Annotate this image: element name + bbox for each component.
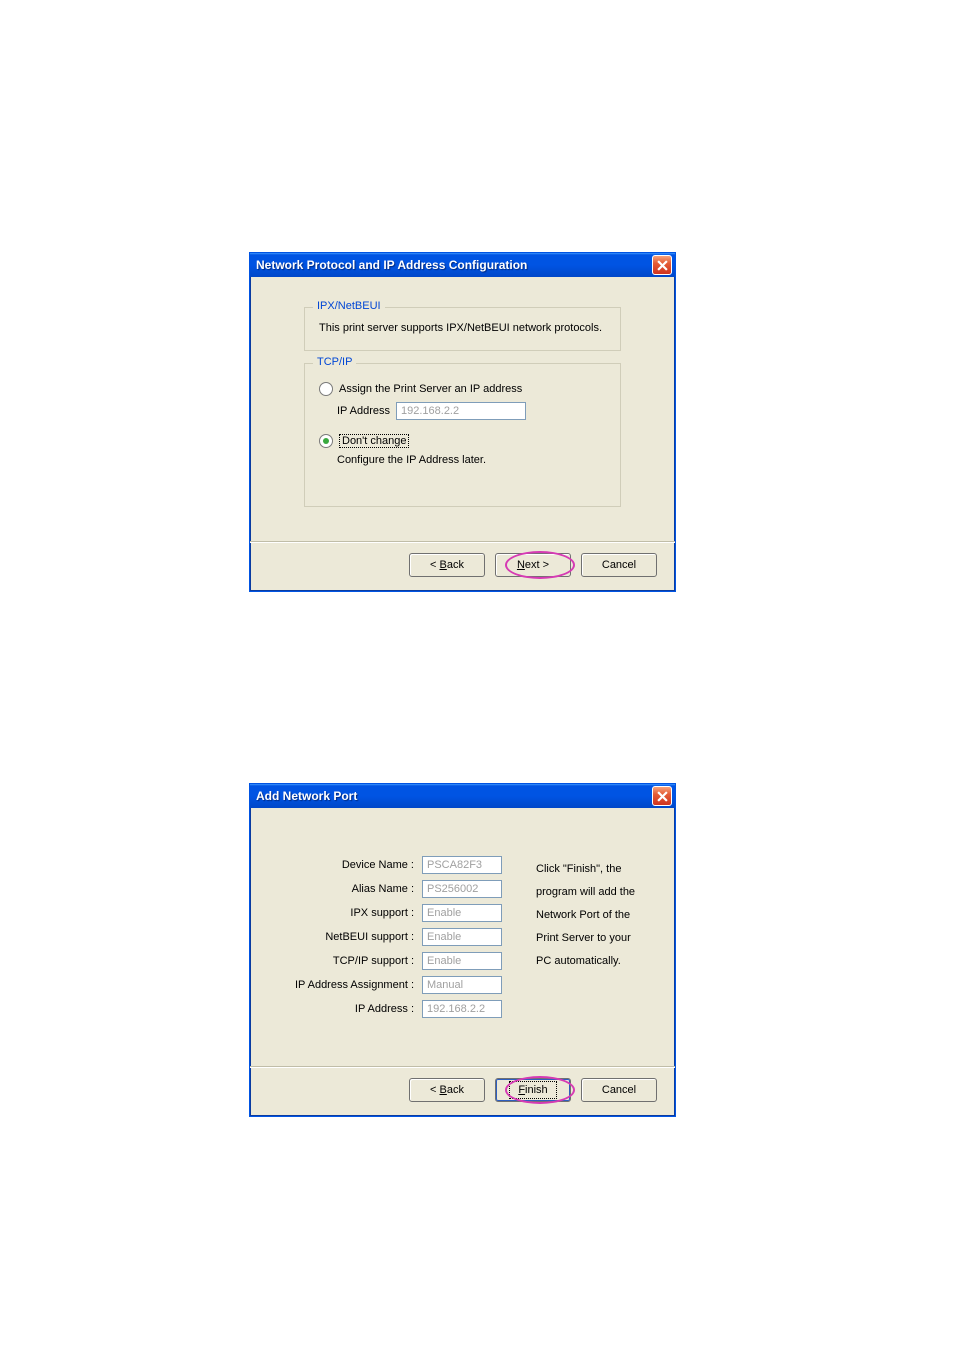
ipx-support-label: IPX support :	[268, 907, 418, 919]
device-name-field: PSCA82F3	[422, 856, 502, 874]
radio-dontchange-label: Don't change	[339, 434, 409, 448]
back-button[interactable]: < Back	[409, 1078, 485, 1102]
alias-name-field: PS256002	[422, 880, 502, 898]
dialog-network-protocol: Network Protocol and IP Address Configur…	[249, 252, 676, 592]
ipx-support-field: Enable	[422, 904, 502, 922]
back-button[interactable]: < Back	[409, 553, 485, 577]
ip-assignment-field: Manual	[422, 976, 502, 994]
separator	[250, 1066, 675, 1068]
radio-assign-ip[interactable]: Assign the Print Server an IP address	[319, 382, 606, 396]
form-columns: Device Name : PSCA82F3 Alias Name : PS25…	[268, 826, 657, 1048]
titlebar[interactable]: Network Protocol and IP Address Configur…	[250, 253, 675, 277]
ip-address-row: IP Address 192.168.2.2	[337, 402, 606, 420]
ip-address-label: IP Address :	[268, 1003, 418, 1015]
radio-assign-label: Assign the Print Server an IP address	[339, 383, 522, 395]
tcpip-support-field: Enable	[422, 952, 502, 970]
netbeui-support-label: NetBEUI support :	[268, 931, 418, 943]
form-grid: Device Name : PSCA82F3 Alias Name : PS25…	[268, 856, 512, 1018]
button-row: < Back Finish Cancel	[250, 1078, 675, 1116]
close-icon[interactable]	[652, 255, 672, 275]
close-icon[interactable]	[652, 786, 672, 806]
next-button[interactable]: Next >	[495, 553, 571, 577]
cancel-button[interactable]: Cancel	[581, 553, 657, 577]
ip-address-input[interactable]: 192.168.2.2	[396, 402, 526, 420]
dialog-body: IPX/NetBEUI This print server supports I…	[250, 277, 675, 527]
radio-dont-change[interactable]: Don't change	[319, 434, 606, 448]
separator	[250, 541, 675, 543]
info-text: Click "Finish", the program will add the…	[536, 856, 637, 1018]
ip-address-field: 192.168.2.2	[422, 1000, 502, 1018]
dontchange-sub: Configure the IP Address later.	[337, 454, 606, 466]
finish-button[interactable]: Finish	[495, 1078, 571, 1102]
radio-icon	[319, 382, 333, 396]
window-title: Add Network Port	[256, 789, 357, 803]
button-row: < Back Next > Cancel	[250, 553, 675, 591]
group-legend-ipx: IPX/NetBEUI	[313, 300, 385, 312]
netbeui-support-field: Enable	[422, 928, 502, 946]
window-title: Network Protocol and IP Address Configur…	[256, 258, 527, 272]
dialog-body: Device Name : PSCA82F3 Alias Name : PS25…	[250, 808, 675, 1052]
tcpip-support-label: TCP/IP support :	[268, 955, 418, 967]
radio-icon	[319, 434, 333, 448]
group-ipx-netbeui: IPX/NetBEUI This print server supports I…	[304, 307, 621, 351]
ip-address-label: IP Address	[337, 405, 390, 417]
dialog-add-network-port: Add Network Port Device Name : PSCA82F3 …	[249, 783, 676, 1117]
group-tcpip: TCP/IP Assign the Print Server an IP add…	[304, 363, 621, 507]
titlebar[interactable]: Add Network Port	[250, 784, 675, 808]
ipx-description: This print server supports IPX/NetBEUI n…	[319, 322, 606, 334]
group-legend-tcpip: TCP/IP	[313, 356, 356, 368]
ip-assignment-label: IP Address Assignment :	[268, 979, 418, 991]
device-name-label: Device Name :	[268, 859, 418, 871]
alias-name-label: Alias Name :	[268, 883, 418, 895]
cancel-button[interactable]: Cancel	[581, 1078, 657, 1102]
